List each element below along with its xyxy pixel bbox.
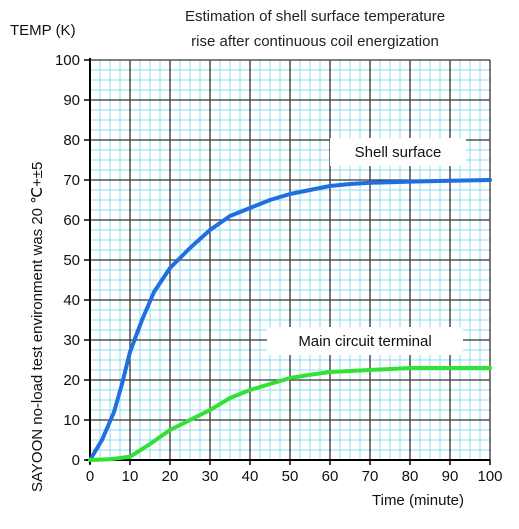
y-tick-label: 40 (63, 292, 80, 309)
shell-surface-line (88, 178, 492, 462)
x-tick-label: 50 (282, 468, 299, 485)
y-tick-label: 0 (72, 452, 80, 469)
x-tick-label: 20 (162, 468, 179, 485)
axes (84, 58, 491, 465)
tick-labels: 0 10 20 30 40 50 60 70 80 90 100 0 10 20 30 40 50 60 70 80 9… (55, 52, 503, 485)
y-axis-label: TEMP (K) (10, 22, 76, 39)
y-tick-label: 20 (63, 372, 80, 389)
x-tick-label: 0 (86, 468, 94, 485)
y-tick-label: 30 (63, 332, 80, 349)
y-tick-label: 70 (63, 172, 80, 189)
x-tick-label: 90 (442, 468, 459, 485)
y-tick-label: 50 (63, 252, 80, 269)
x-tick-label: 40 (242, 468, 259, 485)
y-tick-label: 90 (63, 92, 80, 109)
x-tick-label: 80 (402, 468, 419, 485)
series-annotations: Shell surface Main circuit terminal (267, 138, 466, 355)
y-tick-label: 80 (63, 132, 80, 149)
x-tick-label: 30 (202, 468, 219, 485)
x-tick-label: 70 (362, 468, 379, 485)
x-tick-label: 10 (122, 468, 139, 485)
x-axis-label: Time (minute) (372, 492, 464, 509)
main-circuit-terminal-label: Main circuit terminal (298, 333, 431, 350)
x-tick-label: 60 (322, 468, 339, 485)
chart-title-line-1: Estimation of shell surface temperature (184, 8, 446, 25)
chart-title-line-2: rise after continuous coil energization (191, 33, 439, 50)
shell-surface-label: Shell surface (355, 144, 442, 161)
y-tick-label: 60 (63, 212, 80, 229)
series-lines (88, 178, 492, 462)
main-circuit-terminal-label-box (267, 327, 463, 355)
shell-surface-label-box (330, 138, 466, 166)
y-tick-label: 10 (63, 412, 80, 429)
side-note: SAYOON no-load test environment was 20 ℃… (29, 161, 46, 492)
main-circuit-terminal-line (88, 366, 492, 462)
x-tick-label: 100 (477, 468, 502, 485)
y-tick-label: 100 (55, 52, 80, 69)
